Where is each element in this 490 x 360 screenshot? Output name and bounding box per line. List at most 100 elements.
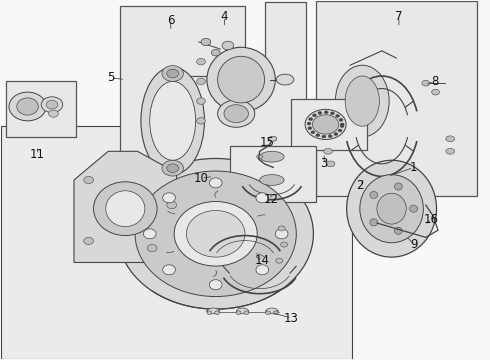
Ellipse shape (147, 244, 157, 252)
Ellipse shape (313, 114, 317, 117)
Ellipse shape (305, 109, 346, 139)
Ellipse shape (266, 308, 278, 314)
Ellipse shape (196, 78, 205, 85)
Ellipse shape (308, 127, 312, 130)
Bar (121, 6, 245, 196)
Ellipse shape (338, 129, 342, 132)
Text: 8: 8 (431, 75, 438, 88)
Ellipse shape (222, 41, 234, 50)
Ellipse shape (186, 211, 245, 257)
Ellipse shape (311, 131, 315, 134)
Ellipse shape (162, 160, 183, 176)
Ellipse shape (330, 112, 334, 115)
Text: 3: 3 (320, 157, 328, 170)
Ellipse shape (313, 115, 339, 134)
Ellipse shape (328, 135, 332, 138)
Ellipse shape (17, 98, 38, 115)
Ellipse shape (135, 171, 296, 297)
Ellipse shape (41, 97, 63, 113)
Bar (316, 1, 477, 196)
Ellipse shape (167, 164, 178, 172)
Ellipse shape (307, 122, 311, 125)
Ellipse shape (276, 258, 283, 263)
Ellipse shape (318, 112, 322, 114)
Ellipse shape (345, 76, 379, 126)
Ellipse shape (324, 148, 332, 154)
Ellipse shape (9, 92, 46, 121)
Ellipse shape (334, 132, 338, 135)
Text: 7: 7 (395, 10, 403, 23)
Ellipse shape (360, 175, 423, 243)
Ellipse shape (324, 111, 328, 114)
Text: 6: 6 (167, 14, 174, 27)
Ellipse shape (209, 178, 222, 188)
Ellipse shape (46, 100, 58, 109)
Ellipse shape (370, 219, 378, 226)
Bar (260, 157, 284, 180)
Text: 2: 2 (356, 179, 364, 192)
Ellipse shape (218, 56, 265, 103)
Ellipse shape (266, 311, 270, 315)
Ellipse shape (163, 193, 175, 203)
Ellipse shape (340, 123, 344, 126)
Polygon shape (74, 151, 176, 262)
Ellipse shape (256, 193, 269, 203)
Ellipse shape (340, 125, 344, 127)
Ellipse shape (335, 65, 389, 137)
Polygon shape (0, 126, 352, 359)
Ellipse shape (256, 265, 269, 275)
Ellipse shape (410, 205, 417, 212)
Bar (292, 99, 367, 149)
Ellipse shape (211, 49, 220, 56)
Ellipse shape (377, 193, 406, 224)
Ellipse shape (162, 66, 183, 81)
Ellipse shape (422, 80, 430, 86)
Ellipse shape (257, 154, 263, 159)
Polygon shape (184, 3, 306, 196)
Ellipse shape (244, 311, 249, 315)
Ellipse shape (106, 191, 145, 226)
Text: 11: 11 (30, 148, 45, 161)
Ellipse shape (394, 183, 402, 190)
Ellipse shape (281, 242, 288, 247)
Ellipse shape (49, 110, 58, 117)
Ellipse shape (336, 114, 340, 117)
Ellipse shape (273, 311, 278, 315)
Ellipse shape (167, 202, 176, 209)
Text: 16: 16 (424, 213, 439, 226)
Bar (5, 81, 76, 137)
Ellipse shape (215, 311, 220, 315)
Ellipse shape (275, 229, 288, 239)
Ellipse shape (269, 136, 277, 141)
Ellipse shape (141, 67, 204, 175)
Ellipse shape (278, 226, 285, 231)
Text: 15: 15 (260, 136, 274, 149)
Ellipse shape (207, 311, 212, 315)
Ellipse shape (432, 89, 440, 95)
Bar (230, 146, 316, 202)
Text: 10: 10 (194, 172, 208, 185)
Ellipse shape (209, 280, 222, 290)
Ellipse shape (118, 158, 314, 309)
Ellipse shape (84, 176, 94, 184)
Ellipse shape (446, 148, 455, 154)
Text: 14: 14 (255, 254, 270, 267)
Text: 4: 4 (220, 10, 228, 23)
Ellipse shape (207, 47, 275, 112)
Ellipse shape (346, 160, 437, 257)
Text: 9: 9 (410, 238, 417, 251)
Ellipse shape (224, 105, 248, 123)
Ellipse shape (446, 136, 455, 141)
Ellipse shape (150, 81, 196, 160)
Ellipse shape (276, 74, 294, 85)
Ellipse shape (322, 135, 326, 138)
Ellipse shape (207, 308, 219, 314)
Ellipse shape (218, 100, 255, 127)
Ellipse shape (260, 151, 284, 162)
Ellipse shape (201, 39, 211, 45)
Ellipse shape (260, 175, 284, 185)
Ellipse shape (94, 182, 157, 235)
Ellipse shape (394, 227, 402, 234)
Text: 13: 13 (284, 311, 299, 325)
Ellipse shape (163, 265, 175, 275)
